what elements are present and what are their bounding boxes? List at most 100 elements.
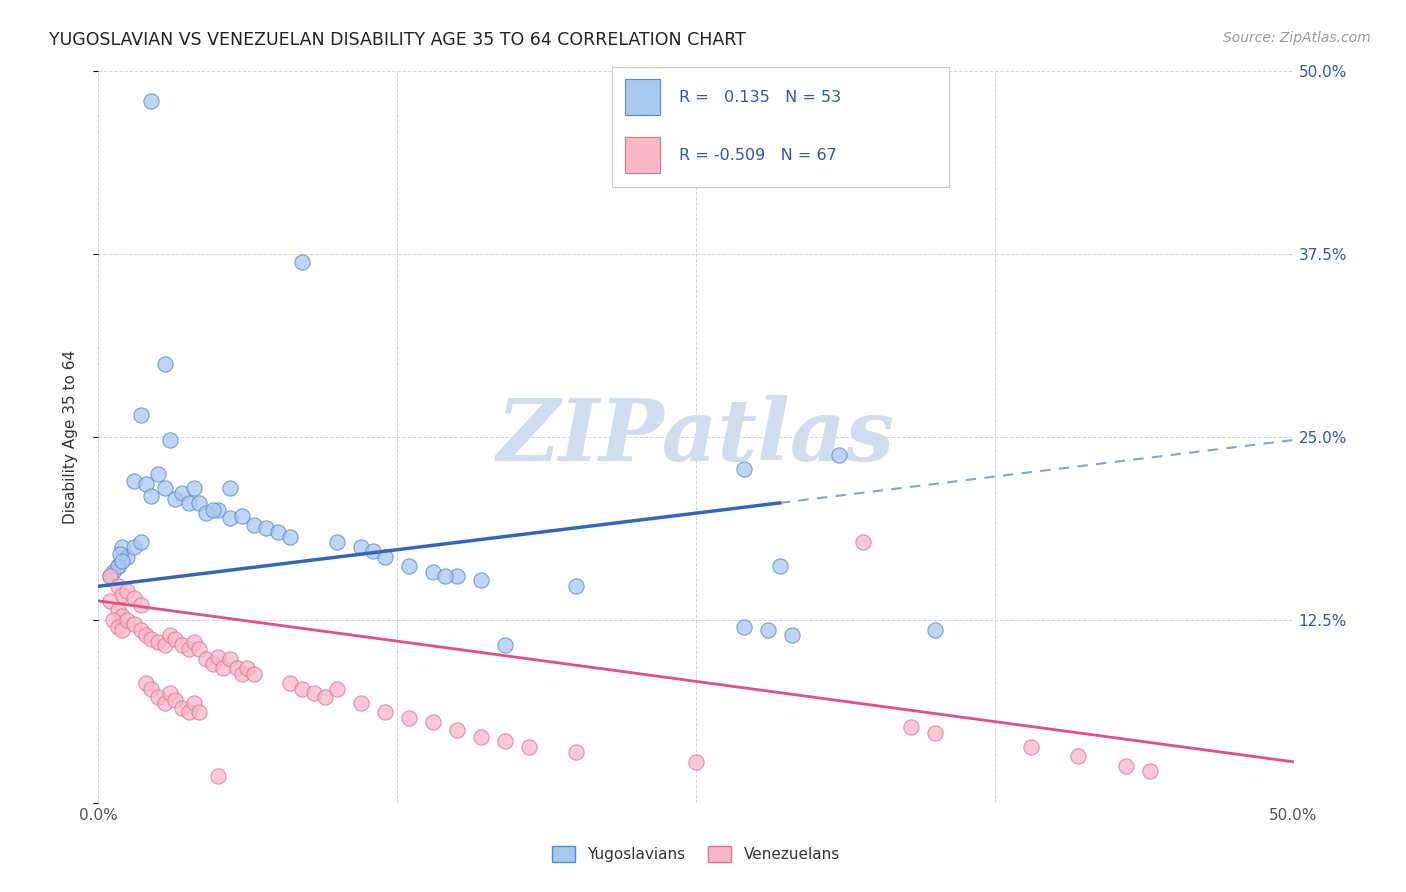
- Bar: [626, 79, 661, 115]
- Point: [111, 608, 134, 623]
- Point: [135, 627, 157, 641]
- Point: [243, 667, 266, 681]
- Point: [159, 686, 181, 700]
- Point: [363, 544, 385, 558]
- Point: [111, 554, 134, 568]
- Point: [179, 642, 201, 657]
- Point: [155, 481, 177, 495]
- Point: [278, 530, 301, 544]
- Point: [202, 503, 225, 517]
- Point: [139, 489, 162, 503]
- Point: [350, 540, 373, 554]
- Point: [139, 94, 162, 108]
- Point: [107, 579, 129, 593]
- Point: [148, 690, 170, 705]
- Point: [219, 510, 242, 524]
- Point: [163, 632, 186, 646]
- Point: [434, 569, 457, 583]
- Point: [101, 613, 124, 627]
- Point: [135, 476, 157, 491]
- Text: YUGOSLAVIAN VS VENEZUELAN DISABILITY AGE 35 TO 64 CORRELATION CHART: YUGOSLAVIAN VS VENEZUELAN DISABILITY AGE…: [49, 31, 747, 49]
- Point: [183, 696, 205, 710]
- Point: [108, 547, 131, 561]
- Point: [685, 755, 707, 769]
- Point: [398, 711, 420, 725]
- Point: [207, 503, 229, 517]
- Point: [163, 491, 186, 506]
- Point: [494, 638, 516, 652]
- Point: [254, 521, 277, 535]
- Point: [179, 496, 201, 510]
- Point: [98, 569, 122, 583]
- Point: [155, 696, 177, 710]
- Point: [494, 734, 516, 748]
- Point: [852, 535, 875, 549]
- Point: [733, 462, 755, 476]
- Point: [291, 254, 314, 268]
- Point: [183, 481, 205, 495]
- Point: [163, 693, 186, 707]
- Point: [98, 594, 122, 608]
- Point: [155, 357, 177, 371]
- Point: [107, 558, 129, 573]
- Point: [924, 623, 946, 637]
- Point: [231, 509, 253, 524]
- Point: [211, 661, 233, 675]
- Point: [470, 730, 492, 744]
- Point: [124, 591, 146, 605]
- Point: [172, 638, 194, 652]
- Point: [207, 769, 229, 783]
- Point: [131, 535, 153, 549]
- Bar: [626, 136, 661, 173]
- Point: [374, 705, 396, 719]
- Point: [780, 627, 803, 641]
- Point: [101, 565, 124, 579]
- Point: [422, 715, 444, 730]
- Text: ZIPatlas: ZIPatlas: [496, 395, 896, 479]
- Point: [446, 569, 468, 583]
- Point: [900, 720, 922, 734]
- Point: [422, 565, 444, 579]
- Point: [135, 676, 157, 690]
- Point: [202, 657, 225, 671]
- Text: Source: ZipAtlas.com: Source: ZipAtlas.com: [1223, 31, 1371, 45]
- Point: [1019, 740, 1042, 755]
- Point: [131, 408, 153, 422]
- Point: [124, 617, 146, 632]
- Point: [115, 613, 138, 627]
- Point: [302, 686, 325, 700]
- Point: [768, 558, 790, 573]
- Point: [179, 705, 201, 719]
- Point: [565, 745, 588, 759]
- Point: [226, 661, 249, 675]
- Point: [219, 481, 242, 495]
- Point: [172, 700, 194, 714]
- Point: [243, 517, 266, 532]
- Legend: Yugoslavians, Venezuelans: Yugoslavians, Venezuelans: [546, 840, 846, 868]
- Point: [111, 540, 134, 554]
- Point: [98, 569, 122, 583]
- Point: [374, 549, 396, 564]
- Point: [139, 681, 162, 696]
- Point: [195, 652, 218, 666]
- Point: [159, 433, 181, 447]
- Point: [398, 558, 420, 573]
- Point: [756, 623, 779, 637]
- Point: [350, 696, 373, 710]
- Point: [107, 558, 129, 573]
- Point: [172, 485, 194, 500]
- Y-axis label: Disability Age 35 to 64: Disability Age 35 to 64: [63, 350, 77, 524]
- Text: R =   0.135   N = 53: R = 0.135 N = 53: [679, 90, 841, 105]
- Point: [111, 623, 134, 637]
- Point: [278, 676, 301, 690]
- Point: [195, 506, 218, 520]
- Point: [148, 635, 170, 649]
- Point: [131, 623, 153, 637]
- Point: [159, 627, 181, 641]
- Point: [111, 588, 134, 602]
- Point: [267, 525, 290, 540]
- Point: [1139, 764, 1161, 778]
- Point: [115, 549, 138, 564]
- Point: [139, 632, 162, 646]
- Point: [148, 467, 170, 481]
